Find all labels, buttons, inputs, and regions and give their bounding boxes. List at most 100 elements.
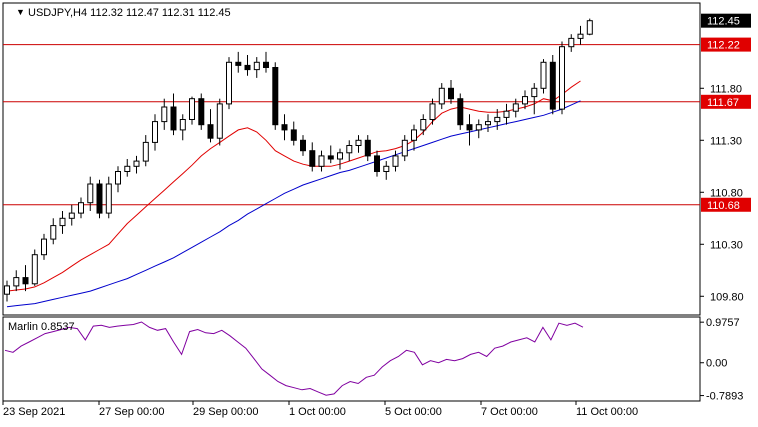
- fast-ma-line: [6, 80, 581, 292]
- level-tag: [701, 197, 751, 212]
- bull-candle: [531, 87, 538, 98]
- time-axis: 23 Sep 2021 27 Sep 00:00 29 Sep 00:00 1 Oct…: [2, 401, 638, 418]
- bull-candle: [494, 116, 501, 123]
- time-tick-label: 29 Sep 00:00: [193, 406, 258, 418]
- bear-candle: [309, 150, 316, 167]
- time-tick-label: 5 Oct 00:00: [385, 406, 442, 418]
- bull-candle: [318, 155, 325, 167]
- bull-candle: [429, 103, 436, 121]
- bull-candle: [189, 98, 195, 120]
- bear-candle: [466, 124, 473, 131]
- bull-candle: [420, 119, 427, 131]
- bull-candle: [226, 61, 232, 105]
- bull-candle: [124, 165, 131, 173]
- bull-candle: [142, 141, 149, 162]
- candles-layer: [4, 18, 593, 302]
- bull-candle: [216, 103, 223, 139]
- bull-candle: [50, 225, 57, 240]
- bull-candle: [4, 285, 10, 295]
- time-tick-label: 23 Sep 2021: [3, 406, 65, 418]
- bull-candle: [87, 183, 94, 204]
- main-plot-frame: [2, 2, 701, 316]
- bull-candle: [253, 61, 260, 71]
- price-tick-label: 110.30: [710, 239, 743, 251]
- bear-candle: [457, 98, 464, 126]
- bull-candle: [161, 106, 168, 123]
- bear-candle: [198, 98, 205, 126]
- price-tick-label: 111.80: [710, 83, 742, 95]
- bull-candle: [577, 33, 584, 39]
- bull-candle: [59, 217, 66, 227]
- bear-candle: [300, 139, 306, 152]
- current-price-tag: [701, 13, 751, 28]
- level-tag: [701, 37, 751, 52]
- bear-candle: [207, 124, 214, 139]
- bull-candle: [559, 46, 565, 110]
- bear-candle: [448, 87, 454, 100]
- price-tick-label: 109.80: [710, 291, 744, 303]
- indicator-plot-frame: [2, 316, 701, 402]
- bull-candle: [411, 129, 417, 141]
- bull-candle: [133, 160, 140, 167]
- level-tag: [701, 94, 751, 109]
- price-tick-label: 111.30: [710, 135, 742, 147]
- bull-candle: [13, 277, 20, 287]
- bull-candle: [586, 20, 593, 35]
- time-tick-label: 1 Oct 00:00: [289, 406, 346, 418]
- bull-candle: [503, 110, 510, 118]
- bull-candle: [383, 165, 390, 173]
- time-tick-label: 27 Sep 00:00: [99, 406, 164, 418]
- bull-candle: [115, 171, 121, 185]
- bull-candle: [568, 37, 575, 48]
- bull-candle: [355, 139, 362, 147]
- level-tag-label: 112.22: [707, 40, 740, 52]
- bull-candle: [78, 202, 84, 214]
- indicator-tick-label: 0.9757: [706, 317, 740, 329]
- bull-candle: [522, 96, 528, 105]
- bear-candle: [549, 61, 556, 110]
- bull-candle: [152, 121, 158, 143]
- levels-layer: [3, 44, 700, 206]
- bull-candle: [401, 139, 408, 157]
- bull-candle: [337, 152, 343, 160]
- bear-candle: [244, 64, 251, 71]
- bull-candle: [31, 254, 38, 285]
- bear-candle: [272, 67, 279, 126]
- bear-candle: [96, 183, 103, 214]
- bear-candle: [170, 106, 177, 131]
- symbol-header: USDJPY,H4 112.32 112.47 112.31 112.45: [28, 7, 231, 19]
- price-axis: 111.80111.30110.80110.30109.80112.30112.…: [700, 13, 751, 403]
- bear-candle: [281, 124, 288, 131]
- current-price-label: 112.45: [707, 16, 740, 28]
- bull-candle: [392, 155, 399, 167]
- bull-candle: [179, 119, 186, 131]
- bear-candle: [290, 129, 297, 141]
- bull-candle: [41, 238, 47, 256]
- bull-candle: [438, 87, 445, 105]
- level-tag-label: 110.68: [707, 200, 740, 212]
- price-tick-label: 110.80: [710, 187, 743, 199]
- marlin-layer: [4, 321, 584, 396]
- ma-layer: [6, 80, 581, 308]
- bull-candle: [105, 183, 112, 214]
- bear-candle: [374, 155, 380, 172]
- bear-candle: [327, 155, 334, 160]
- marlin-line: [4, 321, 584, 396]
- bull-candle: [475, 124, 482, 131]
- time-tick-label: 11 Oct 00:00: [576, 406, 638, 418]
- bear-candle: [235, 61, 242, 66]
- indicator-tick-label: -0.7893: [706, 391, 743, 403]
- header-dropdown-icon[interactable]: ▼: [16, 7, 25, 17]
- bull-candle: [512, 103, 519, 112]
- bull-candle: [68, 212, 75, 219]
- bull-candle: [540, 61, 547, 89]
- bull-candle: [346, 145, 353, 154]
- indicator-label: Marlin 0.8537: [8, 321, 75, 333]
- bear-candle: [364, 139, 371, 157]
- bear-candle: [22, 277, 29, 285]
- indicator-tick-label: 0.00: [706, 358, 727, 370]
- bull-candle: [485, 121, 491, 126]
- bear-candle: [263, 61, 269, 68]
